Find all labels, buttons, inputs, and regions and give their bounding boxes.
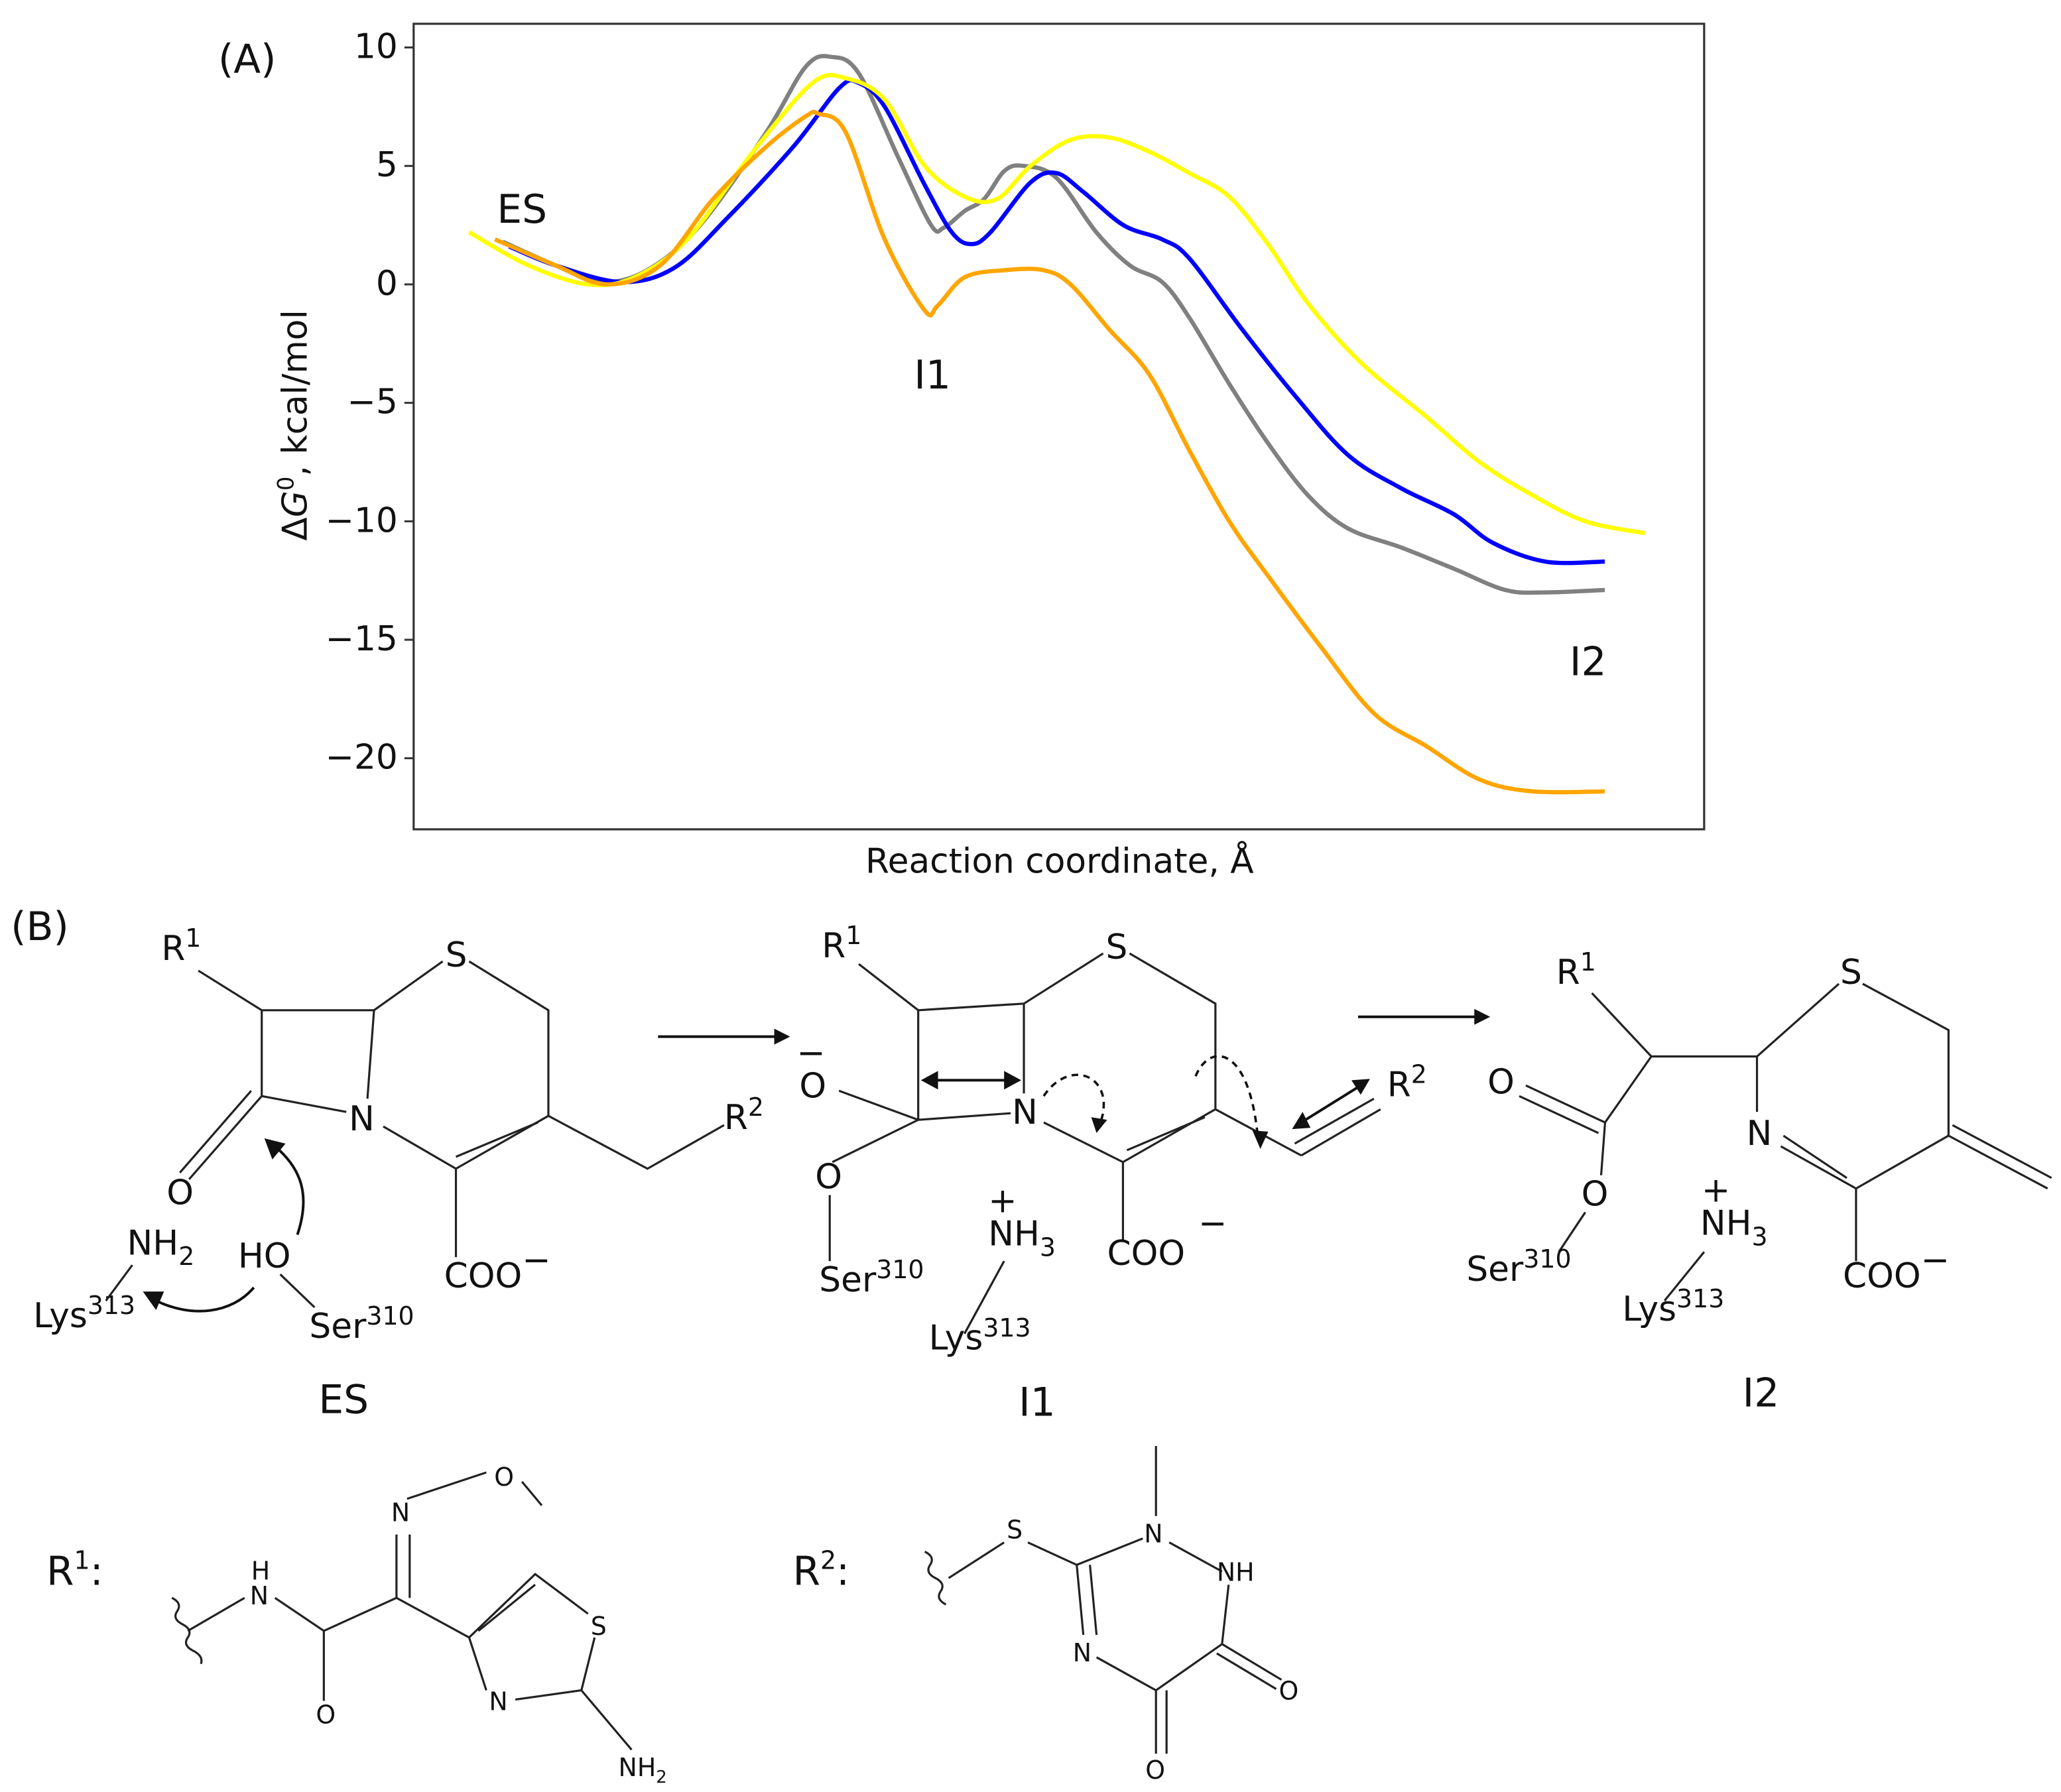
series-line-yellow — [468, 72, 1645, 536]
i2-s: S — [1840, 953, 1862, 992]
series-line-orange — [494, 109, 1605, 795]
i1-title: I1 — [1019, 1380, 1056, 1425]
y-tick-label: −10 — [326, 501, 398, 540]
plot-frame — [412, 23, 1706, 831]
i2-ser: Ser310 — [1466, 1244, 1571, 1289]
r1-n-ring: N — [489, 1687, 507, 1716]
r1-definition: R1: H N O N O S N NH2 — [46, 1463, 667, 1787]
i1-lys: Lys313 — [929, 1313, 1031, 1358]
i2-o-carbonyl: O — [1487, 1062, 1515, 1102]
i1-ser: Ser310 — [819, 1255, 924, 1300]
r1-o: O — [316, 1700, 336, 1729]
es-ser: Ser310 — [309, 1301, 414, 1346]
es-coo: COO− — [444, 1240, 551, 1296]
r2-n3: N — [1073, 1638, 1092, 1667]
i1-coo: COO — [1107, 1234, 1186, 1274]
wavy-bond-icon — [924, 1551, 947, 1606]
curved-arrow-icon — [274, 1145, 305, 1236]
i1-o-minus: O — [799, 1066, 826, 1106]
r1-o-oxime: O — [494, 1463, 514, 1492]
r2-label: R2: — [792, 1545, 849, 1594]
y-axis-label: ΔG0, kcal/mol — [273, 310, 316, 540]
es-r2: R2 — [724, 1093, 764, 1138]
i2-lys: Lys313 — [1622, 1284, 1724, 1329]
dashed-curved-arrow-icon — [1194, 1055, 1259, 1136]
energy-curves — [468, 54, 1645, 795]
i2-structure: R1 S N O O COO− NH3 + Ser310 Lys313 I2 — [1466, 947, 2052, 1416]
r1-label: R1: — [46, 1545, 103, 1594]
i2-o-ester: O — [1582, 1175, 1609, 1215]
i1-n: N — [1012, 1093, 1038, 1132]
annotation-i1: I1 — [914, 353, 951, 398]
i2-coo: COO− — [1843, 1240, 1950, 1296]
i1-plus: + — [988, 1181, 1017, 1221]
r2-definition: R2: S N NH N O O — [792, 1446, 1298, 1785]
i1-r1: R1 — [822, 921, 861, 966]
i1-minus: − — [796, 1033, 825, 1073]
annotation-es: ES — [497, 187, 547, 233]
y-tick-label: 0 — [376, 264, 398, 304]
series-line-blue — [508, 78, 1605, 566]
r2-n1: N — [1144, 1520, 1162, 1549]
r1-nh2: NH2 — [619, 1753, 667, 1787]
series-line-gray — [501, 54, 1605, 595]
es-o: O — [166, 1173, 194, 1213]
y-axis-ticks: 10 5 0 −5 −10 −15 −20 — [326, 27, 414, 778]
r2-o2: O — [1145, 1756, 1165, 1785]
annotation-i2: I2 — [1570, 640, 1607, 686]
arrowhead-icon — [774, 1028, 790, 1045]
i1-r2: R2 — [1387, 1059, 1427, 1105]
i1-nh3: NH3 — [988, 1214, 1056, 1262]
i1-s: S — [1106, 927, 1128, 967]
es-n: N — [349, 1099, 375, 1139]
i2-n: N — [1747, 1114, 1773, 1154]
i2-nh3: NH3 — [1700, 1203, 1768, 1251]
x-axis-label: Reaction coordinate, Å — [865, 841, 1254, 882]
y-tick-label: 10 — [354, 27, 398, 67]
dashed-curved-arrow-icon — [1042, 1073, 1105, 1123]
y-tick-label: 5 — [376, 145, 398, 185]
es-lys: Lys313 — [33, 1291, 135, 1336]
r1-s: S — [591, 1612, 607, 1641]
r2-o1: O — [1279, 1677, 1298, 1706]
y-tick-label: −5 — [347, 383, 398, 422]
r1-n-oxime: N — [391, 1498, 410, 1527]
arrowhead-icon — [264, 1138, 286, 1160]
es-s: S — [446, 935, 468, 975]
energy-chart: 10 5 0 −5 −10 −15 −20 ES I1 I2 Reaction coordina… — [273, 23, 1706, 882]
i2-title: I2 — [1743, 1370, 1780, 1416]
y-tick-label: −15 — [326, 619, 398, 659]
i1-structure: R1 S N O − O R2 COO − NH3 + Ser310 Lys31… — [796, 921, 1426, 1425]
chart-annotations: ES I1 I2 — [497, 187, 1606, 686]
es-title: ES — [318, 1377, 369, 1423]
r2-s: S — [1007, 1516, 1023, 1545]
y-tick-label: −20 — [326, 738, 398, 778]
es-ho: HO — [238, 1236, 291, 1276]
r2-nh: NH — [1217, 1557, 1255, 1586]
es-structure: R1 S N O R2 COO− NH2 HO Lys313 Ser310 ES — [33, 924, 764, 1423]
arrowhead-icon — [1474, 1008, 1491, 1025]
panel-b-label: (B) — [11, 904, 69, 950]
es-r1: R1 — [161, 924, 201, 969]
i1-o: O — [815, 1158, 842, 1197]
i2-r1: R1 — [1556, 947, 1596, 992]
curved-arrow-icon — [155, 1286, 255, 1313]
i1-coo-minus: − — [1198, 1203, 1227, 1243]
panel-a-label: (A) — [218, 37, 277, 83]
es-nh2: NH2 — [127, 1223, 195, 1271]
r1-n: N — [250, 1581, 269, 1610]
wavy-bond-icon — [171, 1596, 203, 1665]
i2-plus: + — [1702, 1171, 1730, 1211]
arrowhead-icon — [143, 1291, 164, 1310]
double-arrow-icon — [1300, 1084, 1362, 1124]
r1-h: H — [251, 1556, 270, 1585]
